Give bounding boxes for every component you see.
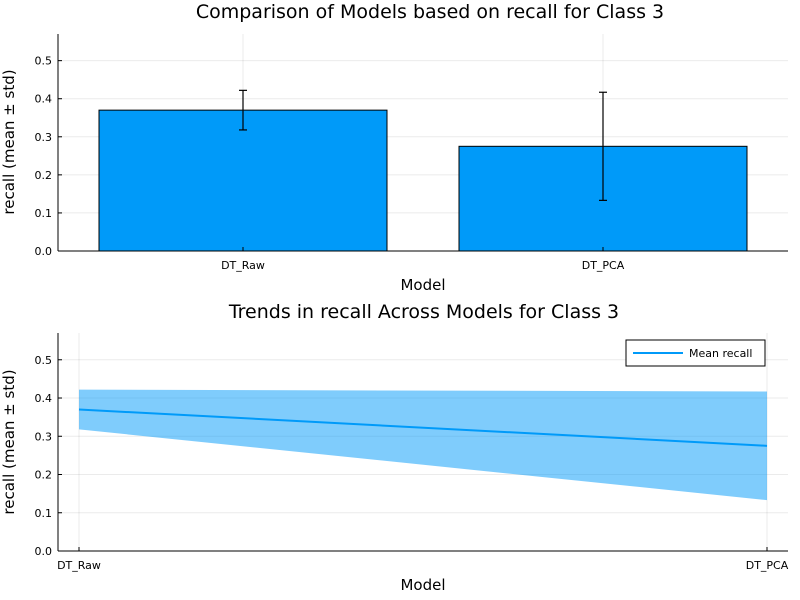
bar-chart-xtick-label: DT_PCA [582, 259, 625, 272]
legend: Mean recall [625, 339, 766, 367]
bar-chart-xtick-label: DT_Raw [221, 259, 265, 272]
legend-label: Mean recall [689, 347, 752, 360]
bar-chart-ytick-label: 0.0 [35, 245, 53, 258]
line-chart-x-label: Model [400, 576, 445, 594]
mean-line [78, 408, 768, 447]
bar-chart-title: Comparison of Models based on recall for… [196, 1, 664, 23]
bar-chart-ytick-label: 0.1 [35, 207, 53, 220]
bar-chart: Comparison of Models based on recall for… [0, 1, 788, 294]
line-chart-ytick-label: 0.1 [35, 507, 53, 520]
bar-chart-y-label: recall (mean ± std) [0, 69, 18, 214]
bar-chart-ytick-label: 0.2 [35, 169, 53, 182]
line-chart-ytick-label: 0.2 [35, 469, 53, 482]
line-chart-ytick-label: 0.0 [35, 545, 53, 558]
line-chart: Trends in recall Across Models for Class… [0, 301, 789, 594]
line-chart-xtick-label: DT_PCA [746, 559, 789, 572]
line-chart-ytick-label: 0.3 [35, 430, 53, 443]
bar-chart-x-label: Model [400, 276, 445, 294]
bar-chart-ytick-label: 0.3 [35, 131, 53, 144]
bar-chart-ytick-label: 0.4 [35, 93, 53, 106]
line-chart-y-label: recall (mean ± std) [0, 369, 18, 514]
line-chart-xtick-label: DT_Raw [57, 559, 101, 572]
line-chart-title: Trends in recall Across Models for Class… [228, 301, 619, 323]
line-chart-ytick-label: 0.4 [35, 392, 53, 405]
bar [98, 109, 388, 252]
line-chart-ytick-label: 0.5 [35, 354, 53, 367]
bar-chart-ytick-label: 0.5 [35, 55, 53, 68]
std-band [79, 389, 767, 501]
